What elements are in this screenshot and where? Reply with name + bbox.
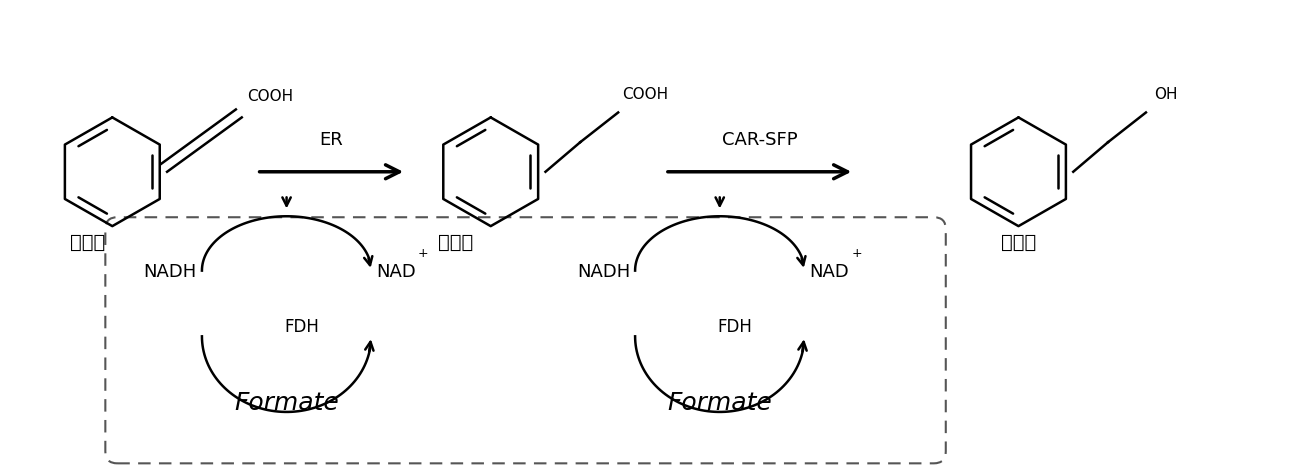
Text: Formate: Formate bbox=[667, 390, 772, 414]
Text: 苯丙醇: 苯丙醇 bbox=[1001, 232, 1036, 251]
Text: OH: OH bbox=[1154, 87, 1178, 101]
Text: COOH: COOH bbox=[622, 87, 669, 101]
Text: NADH: NADH bbox=[576, 262, 630, 280]
Text: NADH: NADH bbox=[143, 262, 197, 280]
Text: FDH: FDH bbox=[717, 318, 753, 336]
Text: ER: ER bbox=[320, 131, 343, 149]
Text: NAD: NAD bbox=[376, 262, 416, 280]
Text: NAD: NAD bbox=[809, 262, 849, 280]
Text: 肉桂酸: 肉桂酸 bbox=[70, 232, 105, 251]
Text: CAR-SFP: CAR-SFP bbox=[721, 131, 797, 149]
Text: +: + bbox=[418, 247, 429, 260]
Text: FDH: FDH bbox=[284, 318, 318, 336]
Text: 苯丙酸: 苯丙酸 bbox=[438, 232, 474, 251]
Text: +: + bbox=[851, 247, 862, 260]
Text: COOH: COOH bbox=[246, 89, 293, 103]
Text: Formate: Formate bbox=[234, 390, 340, 414]
